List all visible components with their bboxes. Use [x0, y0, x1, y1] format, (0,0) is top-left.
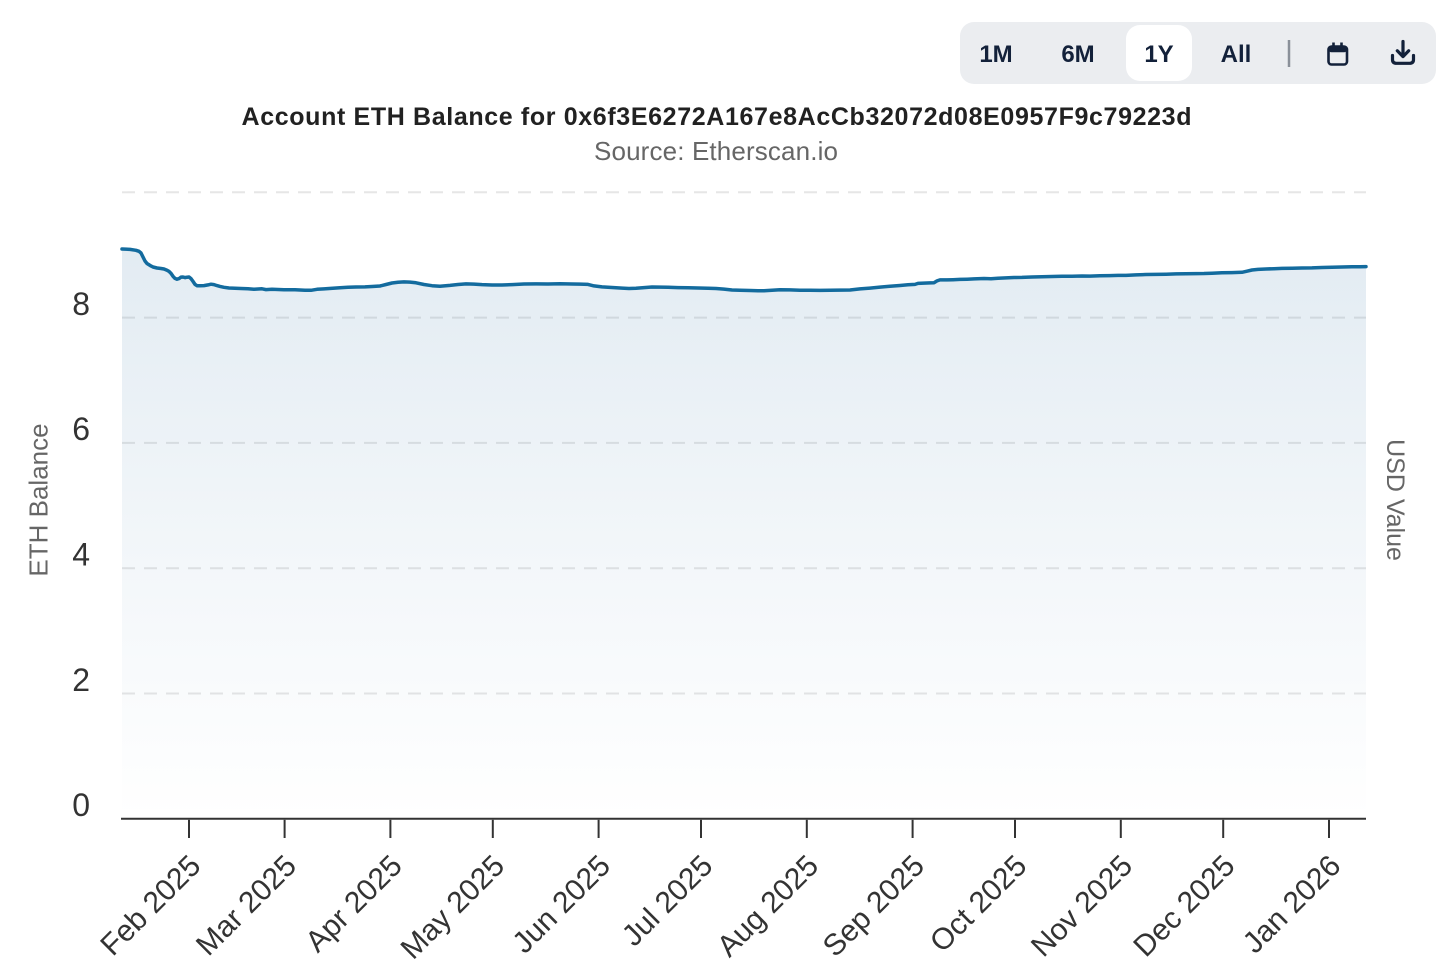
svg-text:Mar 2025: Mar 2025: [190, 849, 303, 962]
svg-text:Jan 2026: Jan 2026: [1237, 849, 1348, 960]
svg-text:2: 2: [72, 662, 90, 698]
svg-text:Jun 2025: Jun 2025: [506, 849, 617, 960]
svg-text:ETH Balance: ETH Balance: [24, 423, 54, 576]
svg-text:Apr 2025: Apr 2025: [299, 849, 408, 958]
svg-text:Dec 2025: Dec 2025: [1127, 849, 1241, 963]
svg-text:Oct 2025: Oct 2025: [924, 849, 1033, 958]
svg-text:Feb 2025: Feb 2025: [94, 849, 207, 962]
svg-text:USD Value: USD Value: [1381, 439, 1409, 561]
svg-text:1M: 1M: [979, 41, 1012, 68]
svg-text:Sep 2025: Sep 2025: [817, 849, 931, 963]
svg-text:Nov 2025: Nov 2025: [1025, 849, 1139, 963]
svg-text:6: 6: [72, 411, 90, 447]
svg-text:4: 4: [72, 537, 90, 573]
svg-text:May 2025: May 2025: [395, 849, 511, 965]
svg-text:1Y: 1Y: [1144, 41, 1173, 68]
svg-text:Aug 2025: Aug 2025: [711, 849, 825, 963]
svg-text:Account ETH Balance for 0x6f3E: Account ETH Balance for 0x6f3E6272A167e8…: [242, 103, 1192, 131]
svg-text:All: All: [1221, 41, 1252, 68]
svg-text:Jul 2025: Jul 2025: [616, 849, 720, 953]
svg-text:8: 8: [72, 286, 90, 322]
svg-text:Source: Etherscan.io: Source: Etherscan.io: [594, 136, 838, 166]
svg-text:0: 0: [72, 787, 90, 823]
svg-text:6M: 6M: [1061, 41, 1094, 68]
